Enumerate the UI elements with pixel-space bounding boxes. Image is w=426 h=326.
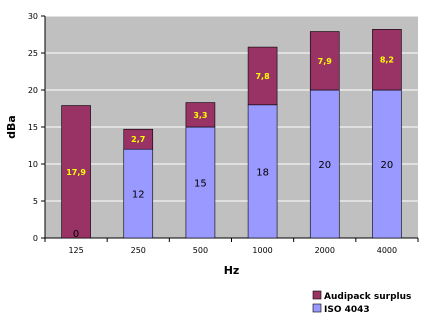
- y-tick-label: 0: [33, 234, 38, 243]
- data-label-iso: 12: [132, 190, 145, 201]
- legend-label: ISO 4043: [324, 305, 370, 315]
- y-axis-title: dBa: [5, 115, 18, 139]
- bar-group: 153,3: [185, 102, 216, 239]
- data-label-iso: 20: [381, 160, 394, 171]
- data-label-surplus: 7,8: [255, 72, 270, 81]
- data-label-surplus: 8,2: [380, 56, 394, 65]
- legend: Audipack surplus ISO 4043: [312, 290, 411, 315]
- legend-swatch: [312, 303, 322, 313]
- bar-group: 187,8: [247, 46, 278, 239]
- legend-swatch: [312, 290, 322, 300]
- data-label-iso: 15: [194, 179, 207, 190]
- bar-iso-4043: [309, 89, 340, 239]
- y-tick-label: 30: [28, 12, 38, 21]
- data-label-iso: 18: [256, 167, 269, 178]
- x-tick-label: 2000: [315, 246, 335, 255]
- bar-audipack-surplus: [185, 102, 216, 128]
- x-axis-title: Hz: [224, 264, 240, 277]
- data-label-surplus: 7,9: [318, 57, 333, 66]
- y-tick-label: 5: [33, 197, 38, 206]
- bar-group: 208,2: [372, 29, 402, 239]
- data-label-surplus: 3,3: [193, 111, 207, 120]
- gridlines: [45, 15, 418, 202]
- y-tick-label: 25: [28, 49, 38, 58]
- bar-audipack-surplus: [247, 46, 278, 106]
- data-label-iso: 20: [318, 160, 331, 171]
- y-tick-label: 15: [28, 123, 38, 132]
- data-label-surplus: 2,7: [131, 135, 145, 144]
- x-tick-label: 1000: [252, 246, 272, 255]
- x-axis-ticks: 125 250 500 1000 2000 4000: [44, 238, 419, 255]
- bar-audipack-surplus: [372, 29, 402, 91]
- legend-item: Audipack surplus: [312, 290, 411, 302]
- y-tick-label: 20: [28, 86, 38, 95]
- bar-iso-4043: [372, 89, 402, 239]
- x-tick-label: 500: [193, 246, 208, 255]
- data-label-surplus: 17,9: [66, 168, 86, 177]
- legend-label: Audipack surplus: [324, 292, 411, 302]
- bar-group: 017,9: [61, 105, 91, 240]
- bar-group: 207,9: [309, 31, 340, 239]
- legend-item: ISO 4043: [312, 303, 370, 315]
- y-tick-label: 10: [28, 160, 38, 169]
- bar-audipack-surplus: [61, 105, 91, 239]
- bar-iso-4043: [123, 148, 154, 239]
- x-tick-label: 125: [68, 246, 83, 255]
- bar-iso-4043: [185, 126, 216, 239]
- data-label-iso: 0: [73, 229, 79, 240]
- bar-audipack-surplus: [309, 31, 340, 91]
- x-tick-label: 250: [131, 246, 146, 255]
- bar-group: 122,7: [123, 128, 154, 239]
- bar-audipack-surplus: [123, 128, 154, 150]
- x-tick-label: 4000: [377, 246, 397, 255]
- bar-iso-4043: [247, 104, 278, 239]
